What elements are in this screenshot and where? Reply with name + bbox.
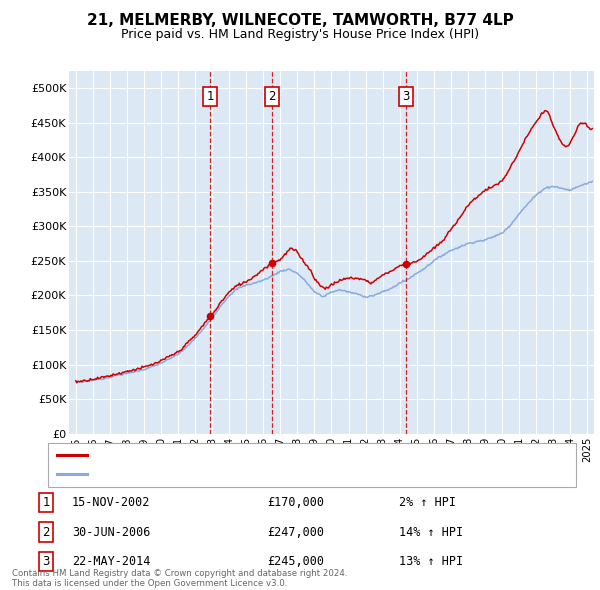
Text: 2% ↑ HPI: 2% ↑ HPI	[399, 496, 456, 509]
Text: £170,000: £170,000	[267, 496, 324, 509]
Text: 21, MELMERBY, WILNECOTE, TAMWORTH, B77 4LP: 21, MELMERBY, WILNECOTE, TAMWORTH, B77 4…	[86, 13, 514, 28]
Text: 30-JUN-2006: 30-JUN-2006	[72, 526, 151, 539]
Text: 22-MAY-2014: 22-MAY-2014	[72, 555, 151, 568]
Text: 1: 1	[43, 496, 50, 509]
Text: 3: 3	[43, 555, 50, 568]
Text: 3: 3	[403, 90, 410, 103]
Text: 15-NOV-2002: 15-NOV-2002	[72, 496, 151, 509]
Text: Price paid vs. HM Land Registry's House Price Index (HPI): Price paid vs. HM Land Registry's House …	[121, 28, 479, 41]
Text: £245,000: £245,000	[267, 555, 324, 568]
Text: 2: 2	[268, 90, 275, 103]
Text: HPI: Average price, detached house, Tamworth: HPI: Average price, detached house, Tamw…	[91, 470, 347, 479]
Text: Contains HM Land Registry data © Crown copyright and database right 2024.
This d: Contains HM Land Registry data © Crown c…	[12, 569, 347, 588]
Text: 1: 1	[206, 90, 214, 103]
Text: £247,000: £247,000	[267, 526, 324, 539]
Text: 21, MELMERBY, WILNECOTE, TAMWORTH, B77 4LP (detached house): 21, MELMERBY, WILNECOTE, TAMWORTH, B77 4…	[91, 450, 465, 460]
Text: 2: 2	[43, 526, 50, 539]
Text: 13% ↑ HPI: 13% ↑ HPI	[399, 555, 463, 568]
Text: 14% ↑ HPI: 14% ↑ HPI	[399, 526, 463, 539]
